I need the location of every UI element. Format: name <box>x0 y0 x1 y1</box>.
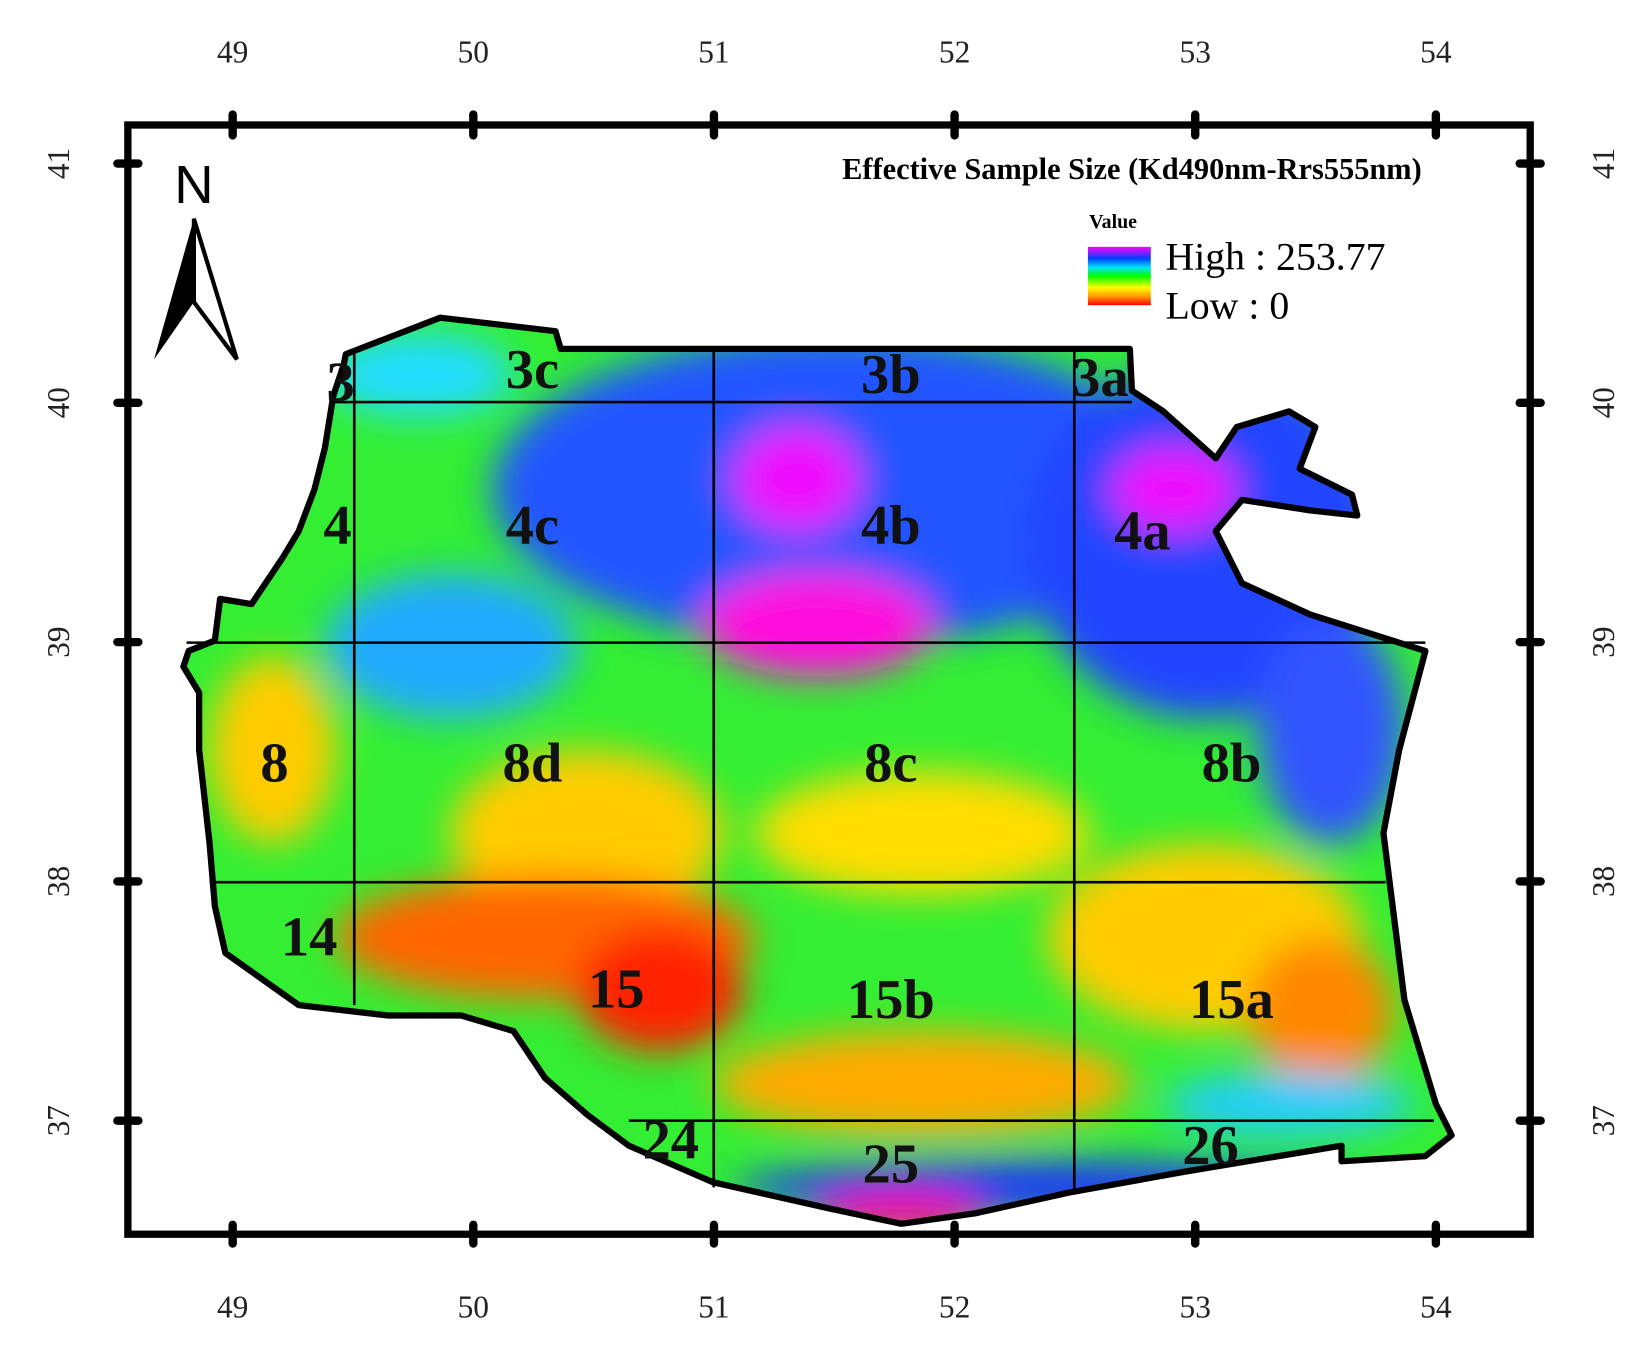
lon-tick-label-bottom: 53 <box>1180 1290 1211 1325</box>
north-arrow: N <box>154 154 239 361</box>
lat-tick-label-left: 41 <box>41 148 76 179</box>
region-label: 4a <box>1114 500 1171 562</box>
coastline <box>180 314 1455 1227</box>
region-labels: 3 3c 3b 3a 4 4c 4b 4a 8 8d 8c 8b 14 15 15b 15a 24 25 26 <box>260 339 1273 1195</box>
region-label: 14 <box>281 907 338 969</box>
region-label: 8c <box>864 733 917 795</box>
region-label: 3 <box>326 352 354 414</box>
region-label: 8 <box>260 733 288 795</box>
lon-tick-label-bottom: 54 <box>1420 1290 1452 1325</box>
lon-tick-label-top: 50 <box>458 35 489 70</box>
map-frame <box>124 121 1534 1238</box>
region-label: 4 <box>323 495 351 557</box>
lon-tick-label-top: 49 <box>217 35 248 70</box>
lon-tick-label-top: 53 <box>1180 35 1211 70</box>
region-label: 24 <box>642 1110 699 1172</box>
region-label: 3a <box>1072 347 1129 409</box>
lon-tick-label-bottom: 51 <box>698 1290 729 1325</box>
lat-tick-label-left: 37 <box>41 1105 76 1136</box>
region-label: 8d <box>503 733 563 795</box>
region-label: 4b <box>861 495 921 557</box>
region-label: 8b <box>1202 733 1262 795</box>
region-label: 25 <box>863 1134 920 1196</box>
legend-low: Low : 0 <box>1165 284 1289 328</box>
lon-tick-label-bottom: 52 <box>939 1290 970 1325</box>
lon-tick-label-top: 52 <box>939 35 970 70</box>
lat-tick-label-left: 39 <box>41 626 76 657</box>
region-label: 15a <box>1189 969 1274 1031</box>
region-label: 3c <box>506 339 559 401</box>
lat-tick-label-left: 40 <box>41 387 76 418</box>
region-label: 4c <box>506 495 559 557</box>
legend: Value High : 253.77 Low : 0 <box>1087 211 1386 328</box>
region-label: 3b <box>861 344 921 406</box>
legend-heading: Value <box>1089 211 1137 233</box>
north-label: N <box>174 154 213 215</box>
lat-tick-label-right: 38 <box>1586 866 1621 897</box>
lon-tick-label-top: 54 <box>1420 35 1452 70</box>
lon-tick-label-bottom: 50 <box>458 1290 489 1325</box>
region-label: 15b <box>847 969 935 1031</box>
lat-tick-label-right: 41 <box>1586 148 1621 179</box>
lat-tick-label-right: 37 <box>1586 1105 1621 1136</box>
legend-ramp <box>1087 246 1151 306</box>
region-label: 26 <box>1182 1115 1239 1177</box>
lon-tick-label-top: 51 <box>698 35 729 70</box>
grid-boxes <box>186 348 1434 1193</box>
legend-high: High : 253.77 <box>1165 235 1385 279</box>
lat-tick-label-right: 39 <box>1586 626 1621 657</box>
lat-tick-label-left: 38 <box>41 866 76 897</box>
lat-tick-label-right: 40 <box>1586 387 1621 418</box>
region-label: 15 <box>588 959 645 1021</box>
lon-tick-label-bottom: 49 <box>217 1290 248 1325</box>
map-title: Effective Sample Size (Kd490nm-Rrs555nm) <box>842 152 1422 186</box>
